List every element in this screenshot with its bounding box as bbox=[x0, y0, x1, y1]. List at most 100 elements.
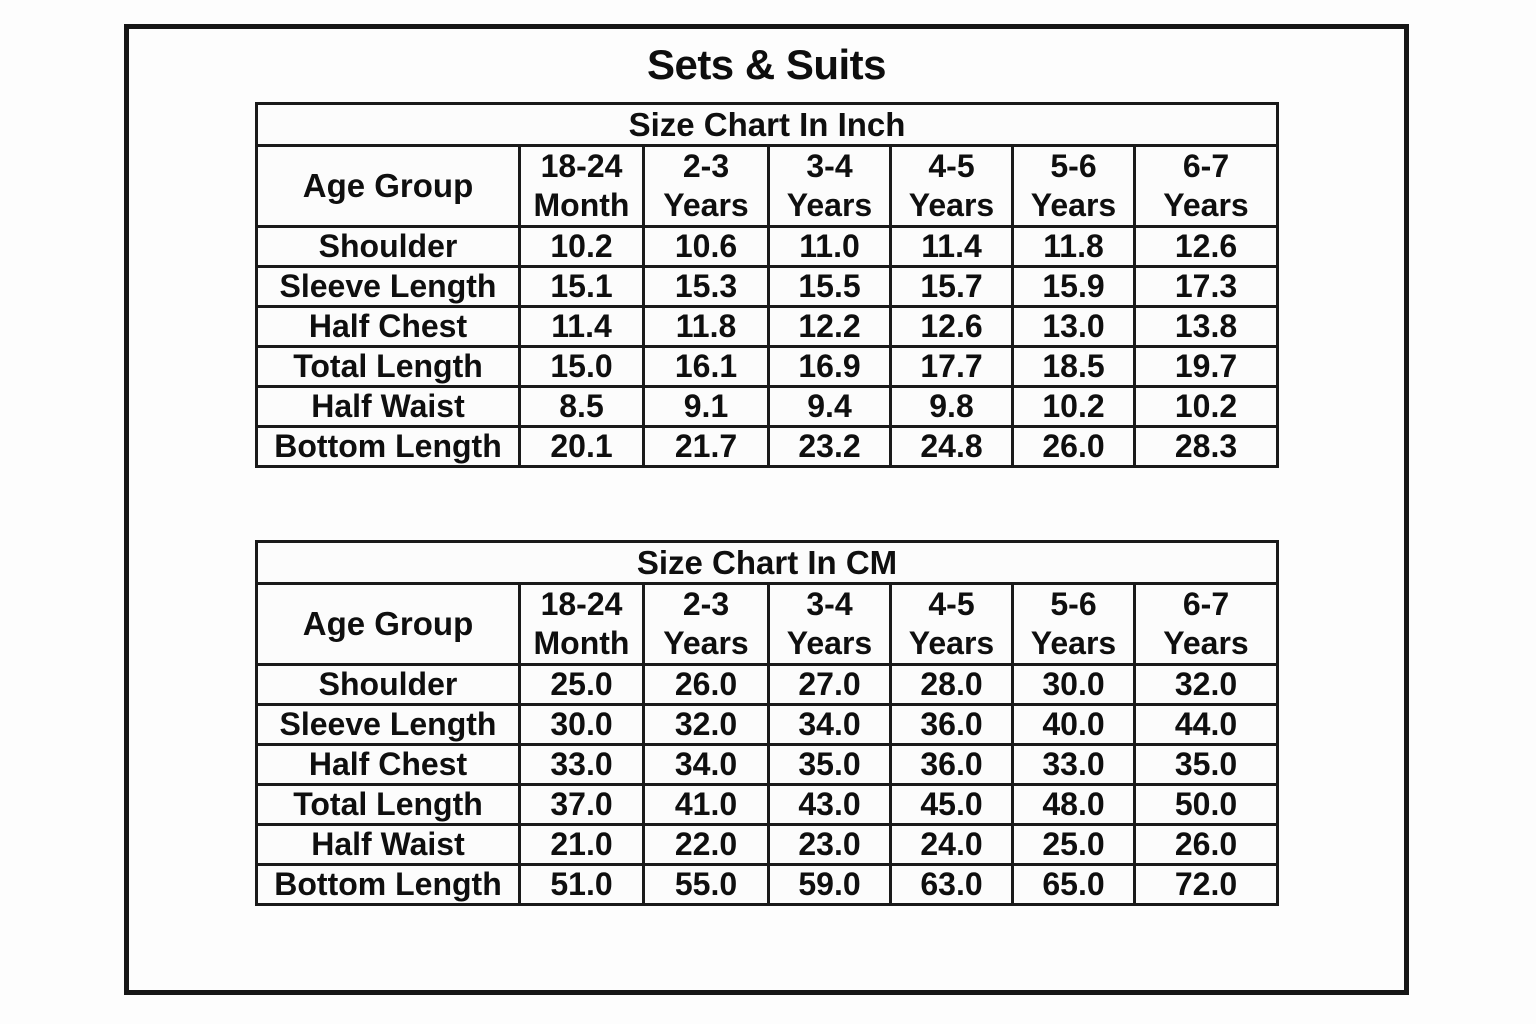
measurement-value: 24.8 bbox=[889, 425, 1014, 468]
age-column-header: 3-4 Years bbox=[767, 582, 892, 666]
measurement-value: 22.0 bbox=[642, 823, 770, 866]
age-column-range: 2-3 bbox=[682, 586, 730, 623]
measurement-value: 35.0 bbox=[767, 743, 892, 786]
measurement-label: Half Waist bbox=[255, 823, 521, 866]
measurement-value: 25.0 bbox=[1011, 823, 1136, 866]
measurement-value: 10.2 bbox=[518, 225, 645, 268]
measurement-value: 28.3 bbox=[1133, 425, 1279, 468]
age-column-range: 5-6 bbox=[1050, 586, 1097, 623]
age-column-header: 2-3 Years bbox=[642, 144, 770, 228]
measurement-label: Shoulder bbox=[255, 225, 521, 268]
table-title: Size Chart In CM bbox=[255, 540, 1279, 585]
measurement-row: Shoulder 10.2 10.6 11.0 11.4 11.8 12.6 bbox=[255, 225, 1279, 268]
measurement-label: Sleeve Length bbox=[255, 703, 521, 746]
age-group-corner-label: Age Group bbox=[255, 144, 521, 228]
measurement-label: Total Length bbox=[255, 783, 521, 826]
measurement-value: 30.0 bbox=[1011, 663, 1136, 706]
measurement-value: 13.0 bbox=[1011, 305, 1136, 348]
measurement-value: 9.1 bbox=[642, 385, 770, 428]
measurement-value: 11.4 bbox=[889, 225, 1014, 268]
age-column-unit: Years bbox=[663, 187, 749, 223]
age-column-header: 6-7 Years bbox=[1133, 144, 1279, 228]
age-column-unit: Years bbox=[786, 187, 873, 223]
measurement-value: 48.0 bbox=[1011, 783, 1136, 826]
age-group-corner-label: Age Group bbox=[255, 582, 521, 666]
measurement-value: 10.2 bbox=[1133, 385, 1279, 428]
measurement-value: 33.0 bbox=[1011, 743, 1136, 786]
measurement-value: 36.0 bbox=[889, 743, 1014, 786]
age-column-range: 4-5 bbox=[928, 586, 975, 623]
measurement-value: 32.0 bbox=[1133, 663, 1279, 706]
measurement-row: Shoulder 25.0 26.0 27.0 28.0 30.0 32.0 bbox=[255, 663, 1279, 706]
age-column-header: 18-24 Month bbox=[518, 582, 645, 666]
measurement-value: 10.2 bbox=[1011, 385, 1136, 428]
measurement-value: 41.0 bbox=[642, 783, 770, 826]
measurement-value: 30.0 bbox=[518, 703, 645, 746]
measurement-value: 10.6 bbox=[642, 225, 770, 268]
measurement-value: 20.1 bbox=[518, 425, 645, 468]
measurement-label: Half Waist bbox=[255, 385, 521, 428]
age-column-unit: Month bbox=[533, 625, 630, 661]
measurement-label: Half Chest bbox=[255, 743, 521, 786]
age-column-header: 3-4 Years bbox=[767, 144, 892, 228]
size-chart-cm-table: Size Chart In CM Age Group 18-24 Month 2-3 Ye… bbox=[255, 540, 1279, 906]
age-column-range: 2-3 bbox=[682, 148, 730, 185]
measurement-value: 26.0 bbox=[1133, 823, 1279, 866]
measurement-value: 23.0 bbox=[767, 823, 892, 866]
measurement-value: 21.7 bbox=[642, 425, 770, 468]
measurement-value: 15.5 bbox=[767, 265, 892, 308]
measurement-row: Sleeve Length 30.0 32.0 34.0 36.0 40.0 44.0 bbox=[255, 703, 1279, 746]
measurement-label: Bottom Length bbox=[255, 863, 521, 906]
measurement-value: 43.0 bbox=[767, 783, 892, 826]
measurement-value: 9.8 bbox=[889, 385, 1014, 428]
measurement-value: 25.0 bbox=[518, 663, 645, 706]
age-column-header: 5-6 Years bbox=[1011, 144, 1136, 228]
measurement-value: 27.0 bbox=[767, 663, 892, 706]
measurement-value: 45.0 bbox=[889, 783, 1014, 826]
age-group-header-row: Age Group 18-24 Month 2-3 Years 3-4 Years 4-5 Ye… bbox=[255, 582, 1279, 666]
measurement-row: Half Waist 8.5 9.1 9.4 9.8 10.2 10.2 bbox=[255, 385, 1279, 428]
measurement-row: Bottom Length 51.0 55.0 59.0 63.0 65.0 72.0 bbox=[255, 863, 1279, 906]
measurement-label: Half Chest bbox=[255, 305, 521, 348]
measurement-value: 11.8 bbox=[1011, 225, 1136, 268]
measurement-row: Half Chest 11.4 11.8 12.2 12.6 13.0 13.8 bbox=[255, 305, 1279, 348]
measurement-value: 65.0 bbox=[1011, 863, 1136, 906]
measurement-value: 72.0 bbox=[1133, 863, 1279, 906]
measurement-value: 9.4 bbox=[767, 385, 892, 428]
measurement-value: 26.0 bbox=[642, 663, 770, 706]
measurement-label: Sleeve Length bbox=[255, 265, 521, 308]
age-column-range: 3-4 bbox=[806, 148, 853, 185]
measurement-value: 16.1 bbox=[642, 345, 770, 388]
age-column-range: 18-24 bbox=[540, 586, 623, 623]
measurement-value: 33.0 bbox=[518, 743, 645, 786]
age-column-range: 6-7 bbox=[1182, 148, 1230, 185]
age-column-header: 2-3 Years bbox=[642, 582, 770, 666]
measurement-value: 34.0 bbox=[767, 703, 892, 746]
measurement-value: 12.6 bbox=[1133, 225, 1279, 268]
age-column-header: 4-5 Years bbox=[889, 144, 1014, 228]
age-column-header: 18-24 Month bbox=[518, 144, 645, 228]
age-column-unit: Month bbox=[533, 187, 630, 223]
table-title-row: Size Chart In CM bbox=[255, 540, 1279, 585]
measurement-value: 23.2 bbox=[767, 425, 892, 468]
age-column-range: 6-7 bbox=[1182, 586, 1230, 623]
measurement-value: 21.0 bbox=[518, 823, 645, 866]
measurement-row: Total Length 37.0 41.0 43.0 45.0 48.0 50.0 bbox=[255, 783, 1279, 826]
measurement-value: 63.0 bbox=[889, 863, 1014, 906]
measurement-row: Half Waist 21.0 22.0 23.0 24.0 25.0 26.0 bbox=[255, 823, 1279, 866]
measurement-label: Bottom Length bbox=[255, 425, 521, 468]
measurement-value: 15.3 bbox=[642, 265, 770, 308]
measurement-value: 11.8 bbox=[642, 305, 770, 348]
age-column-unit: Years bbox=[663, 625, 749, 661]
measurement-value: 13.8 bbox=[1133, 305, 1279, 348]
measurement-value: 37.0 bbox=[518, 783, 645, 826]
measurement-row: Bottom Length 20.1 21.7 23.2 24.8 26.0 28.3 bbox=[255, 425, 1279, 468]
age-column-range: 5-6 bbox=[1050, 148, 1097, 185]
measurement-row: Sleeve Length 15.1 15.3 15.5 15.7 15.9 17.3 bbox=[255, 265, 1279, 308]
measurement-value: 51.0 bbox=[518, 863, 645, 906]
measurement-value: 28.0 bbox=[889, 663, 1014, 706]
size-chart-frame: Sets & Suits Size Chart In Inch Age Group… bbox=[124, 24, 1409, 995]
measurement-row: Total Length 15.0 16.1 16.9 17.7 18.5 19.7 bbox=[255, 345, 1279, 388]
age-column-unit: Years bbox=[908, 187, 995, 223]
age-column-unit: Years bbox=[786, 625, 873, 661]
